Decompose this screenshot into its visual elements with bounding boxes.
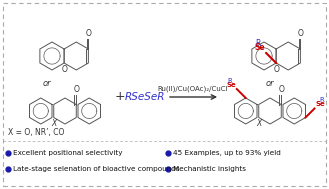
Text: Se: Se bbox=[316, 101, 325, 108]
Text: R: R bbox=[319, 98, 324, 104]
Text: X: X bbox=[51, 119, 56, 129]
Text: O: O bbox=[273, 64, 279, 74]
Text: RSeSeR: RSeSeR bbox=[125, 92, 165, 102]
Text: X: X bbox=[256, 119, 261, 129]
Text: O: O bbox=[297, 29, 303, 38]
Text: Se: Se bbox=[226, 82, 236, 88]
Text: R: R bbox=[255, 39, 261, 48]
Text: O: O bbox=[278, 84, 284, 94]
Text: Late-stage selenation of bioactive compounds: Late-stage selenation of bioactive compo… bbox=[13, 166, 180, 172]
Text: Mechanistic insights: Mechanistic insights bbox=[173, 166, 246, 172]
Text: Se: Se bbox=[255, 43, 265, 52]
Text: O: O bbox=[61, 64, 67, 74]
Text: Excellent positional selectivity: Excellent positional selectivity bbox=[13, 150, 122, 156]
Text: or: or bbox=[266, 80, 274, 88]
Text: or: or bbox=[43, 80, 51, 88]
Text: O: O bbox=[86, 29, 91, 38]
Text: 45 Examples, up to 93% yield: 45 Examples, up to 93% yield bbox=[173, 150, 281, 156]
Text: +: + bbox=[115, 91, 125, 104]
Text: Ru(II)/Cu(OAc)₂/CuCl: Ru(II)/Cu(OAc)₂/CuCl bbox=[158, 85, 228, 92]
Text: R: R bbox=[227, 78, 232, 84]
Text: O: O bbox=[73, 84, 79, 94]
Text: X = O, NR’, CO: X = O, NR’, CO bbox=[8, 128, 64, 136]
